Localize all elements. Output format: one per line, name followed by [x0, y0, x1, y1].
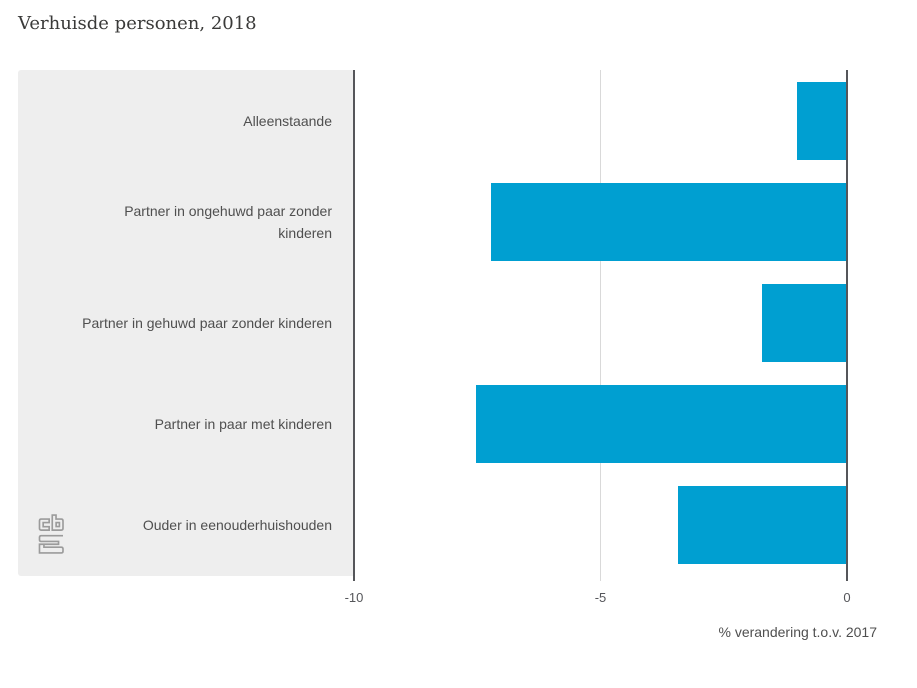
- cbs-logo-c: [38, 518, 50, 531]
- category-label-panel: Alleenstaande Partner in ongehuwd paar zo…: [18, 70, 354, 576]
- x-tick-label: -5: [594, 590, 607, 605]
- category-label: Partner in ongehuwd paar zonder kinderen: [124, 202, 332, 241]
- category-label: Partner in paar met kinderen: [154, 416, 332, 433]
- bar: [476, 385, 846, 464]
- x-axis-tick-row: -10 -5 0: [345, 590, 851, 608]
- bar: [678, 486, 846, 565]
- bar: [762, 284, 846, 362]
- cbs-logo: [38, 514, 64, 554]
- category-label: Ouder in eenouderhuishouden: [142, 517, 332, 534]
- cbs-logo-s: [38, 534, 64, 554]
- x-tick-label: -10: [344, 590, 364, 605]
- chart-title: Verhuisde personen, 2018: [18, 13, 257, 34]
- x-axis-label: % verandering t.o.v. 2017: [718, 624, 877, 640]
- zero-axis-line: [846, 70, 848, 581]
- bar: [491, 182, 846, 261]
- plot-area: [353, 70, 848, 581]
- gridline: [599, 70, 601, 581]
- category-label: Alleenstaande: [243, 112, 332, 129]
- cbs-logo-b: [51, 514, 64, 531]
- x-tick-label: 0: [843, 590, 851, 605]
- bar: [796, 81, 846, 160]
- axis-start-line: [353, 70, 355, 581]
- category-label: Partner in gehuwd paar zonder kinderen: [82, 315, 332, 331]
- cbs-logo-b-dot: [55, 521, 61, 528]
